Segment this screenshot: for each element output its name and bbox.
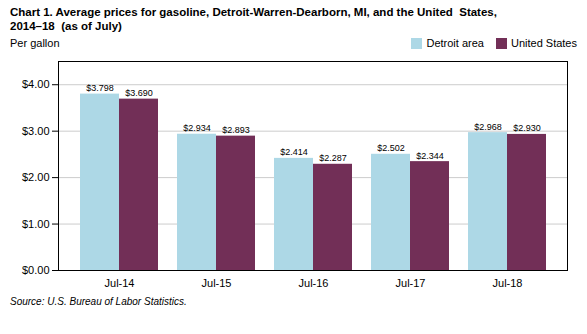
svg-text:Jul-14: Jul-14 [105, 277, 135, 289]
svg-text:Jul-15: Jul-15 [202, 277, 232, 289]
html-text:Source: U.S. Bureau of Labor S: Source: U.S. Bureau of Labor Statistics. [10, 296, 187, 307]
svg-text:$2.344: $2.344 [416, 151, 444, 161]
svg-text:$2.502: $2.502 [377, 143, 405, 153]
svg-text:$2.414: $2.414 [280, 147, 308, 157]
html-text:Chart 1. Average prices for ga: Chart 1. Average prices for gasoline, De… [10, 6, 497, 32]
svg-text:$3.690: $3.690 [125, 88, 153, 98]
svg-text:$2.934: $2.934 [183, 123, 211, 133]
svg-text:$2.968: $2.968 [474, 122, 502, 132]
svg-text:$2.930: $2.930 [513, 123, 541, 133]
html-text:United States: United States [511, 37, 577, 49]
svg-text:$2.893: $2.893 [222, 125, 250, 135]
svg-text:$0.00: $0.00 [22, 264, 50, 276]
svg-text:Jul-18: Jul-18 [493, 277, 523, 289]
svg-text:$3.798: $3.798 [86, 83, 114, 93]
svg-text:$2.287: $2.287 [319, 153, 347, 163]
svg-text:$3.00: $3.00 [22, 125, 50, 137]
svg-text:$4.00: $4.00 [22, 78, 50, 90]
html-text:Detroit area: Detroit area [426, 37, 484, 49]
svg-text:$2.00: $2.00 [22, 171, 50, 183]
html-text:Per gallon: Per gallon [10, 37, 60, 49]
svg-text:$1.00: $1.00 [22, 218, 50, 230]
svg-text:Jul-16: Jul-16 [299, 277, 329, 289]
svg-text:Jul-17: Jul-17 [396, 277, 426, 289]
